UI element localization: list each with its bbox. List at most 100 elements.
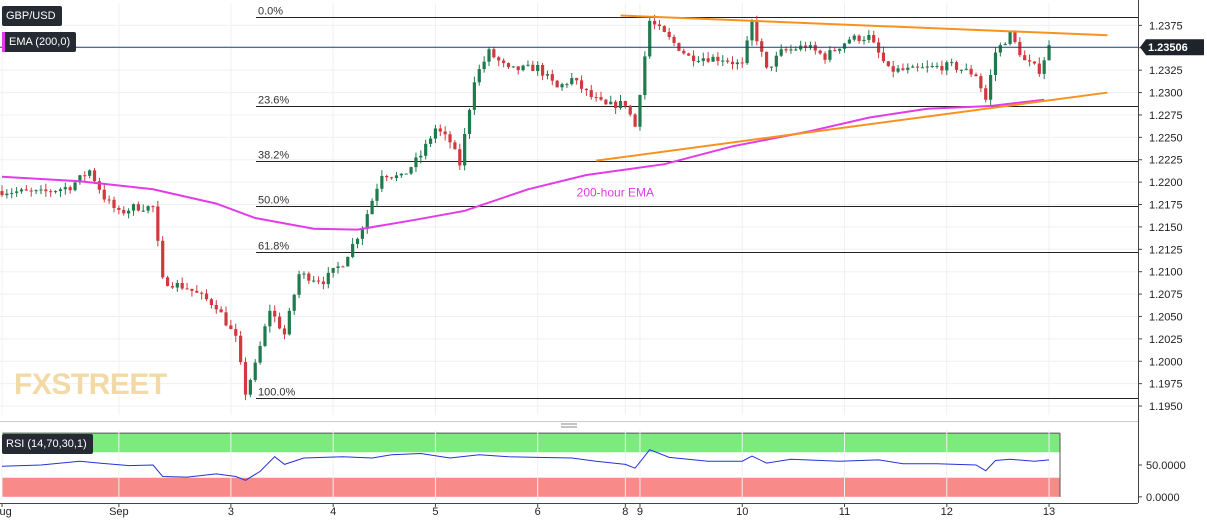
candle-up xyxy=(930,66,934,68)
candle-down xyxy=(589,90,593,98)
candle-up xyxy=(5,193,9,196)
ema-annotation: 200-hour EMA xyxy=(577,185,654,199)
candle-up xyxy=(375,188,379,201)
candle-up xyxy=(945,62,949,71)
fib-label: 61.8% xyxy=(258,241,289,253)
time-tick-label: 12 xyxy=(941,506,953,518)
candle-down xyxy=(604,99,608,105)
fib-label: 100.0% xyxy=(258,387,296,399)
price-tick-label: 1.2275 xyxy=(1149,110,1183,122)
time-tick-label: 3 xyxy=(228,506,234,518)
candle-down xyxy=(24,189,28,191)
candle-down xyxy=(687,53,691,56)
candle-down xyxy=(165,277,170,287)
candle-down xyxy=(940,65,944,71)
price-tick-label: 1.2075 xyxy=(1149,289,1183,301)
candle-down xyxy=(29,190,33,192)
candle-up xyxy=(911,66,915,68)
price-tick-label: 1.2300 xyxy=(1149,88,1183,100)
candle-down xyxy=(282,328,287,335)
candle-down xyxy=(516,66,520,71)
candle-up xyxy=(745,40,749,64)
candle-down xyxy=(594,97,598,99)
candle-up xyxy=(828,50,832,60)
candle-down xyxy=(1032,61,1037,64)
indicator-tag[interactable]: EMA (200,0) xyxy=(2,32,77,52)
candle-up xyxy=(959,69,963,71)
candle-up xyxy=(896,68,900,72)
candle-up xyxy=(560,84,564,88)
fib-label: 38.2% xyxy=(258,150,289,162)
candle-up xyxy=(618,101,623,109)
price-tick-label: 1.2225 xyxy=(1149,155,1183,167)
candle-down xyxy=(97,181,101,190)
candle-up xyxy=(521,65,525,71)
candle-down xyxy=(891,66,895,72)
candle-down xyxy=(307,273,311,281)
candle-up xyxy=(380,175,384,189)
candle-up xyxy=(1003,43,1007,46)
candle-down xyxy=(0,191,4,196)
time-tick-label: 10 xyxy=(736,506,748,518)
candle-down xyxy=(1027,60,1032,62)
candle-down xyxy=(672,36,676,43)
candle-down xyxy=(502,60,506,64)
time-tick-label: 9 xyxy=(637,506,643,518)
candle-up xyxy=(536,64,540,72)
candle-up xyxy=(360,228,364,239)
candle-up xyxy=(794,49,798,51)
symbol-tag[interactable]: GBP/USD xyxy=(2,6,62,26)
candle-up xyxy=(920,67,925,69)
candle-up xyxy=(263,326,267,346)
candle-up xyxy=(346,256,350,267)
candle-down xyxy=(156,206,160,241)
rsi-label: RSI (14,70,30,1) xyxy=(6,438,87,450)
candle-down xyxy=(652,20,657,25)
candle-down xyxy=(979,76,983,89)
last-price-tag xyxy=(1140,39,1204,56)
candle-down xyxy=(180,283,184,289)
candle-up xyxy=(852,35,856,40)
candle-up xyxy=(78,175,82,183)
candle-up xyxy=(779,49,783,56)
candle-down xyxy=(185,288,189,290)
candle-down xyxy=(204,293,209,300)
candle-down xyxy=(974,74,978,77)
candle-down xyxy=(438,128,442,132)
rsi-overbought-zone xyxy=(2,433,1060,453)
candle-down xyxy=(497,57,501,61)
candle-down xyxy=(385,175,389,178)
candle-up xyxy=(477,69,481,83)
candle-up xyxy=(287,310,291,335)
candle-up xyxy=(433,128,438,139)
candle-down xyxy=(243,362,248,395)
candle-up xyxy=(326,272,330,285)
candle-up xyxy=(906,67,910,70)
candle-down xyxy=(102,189,106,200)
candle-up xyxy=(365,214,369,229)
price-tick-label: 1.2000 xyxy=(1149,356,1183,368)
price-tick-label: 1.2100 xyxy=(1149,267,1183,279)
price-tick-label: 1.2175 xyxy=(1149,200,1183,212)
candle-up xyxy=(838,48,842,51)
candle-down xyxy=(209,299,214,305)
candle-down xyxy=(954,62,959,70)
candle-down xyxy=(458,149,462,166)
candle-up xyxy=(404,173,408,175)
candle-up xyxy=(701,58,705,61)
candle-down xyxy=(833,50,837,52)
candle-up xyxy=(721,60,725,62)
candle-down xyxy=(706,58,710,62)
candle-down xyxy=(872,34,876,43)
candle-up xyxy=(19,189,24,192)
candle-down xyxy=(49,191,53,193)
candle-up xyxy=(696,60,701,62)
candle-up xyxy=(789,49,793,51)
candle-up xyxy=(73,182,77,191)
watermark-logo: FXSTREET xyxy=(14,368,167,402)
candle-down xyxy=(633,114,637,127)
rsi-tag[interactable]: RSI (14,70,30,1) xyxy=(2,434,93,454)
candle-down xyxy=(915,66,920,68)
candle-up xyxy=(10,192,14,194)
candle-down xyxy=(813,45,817,51)
